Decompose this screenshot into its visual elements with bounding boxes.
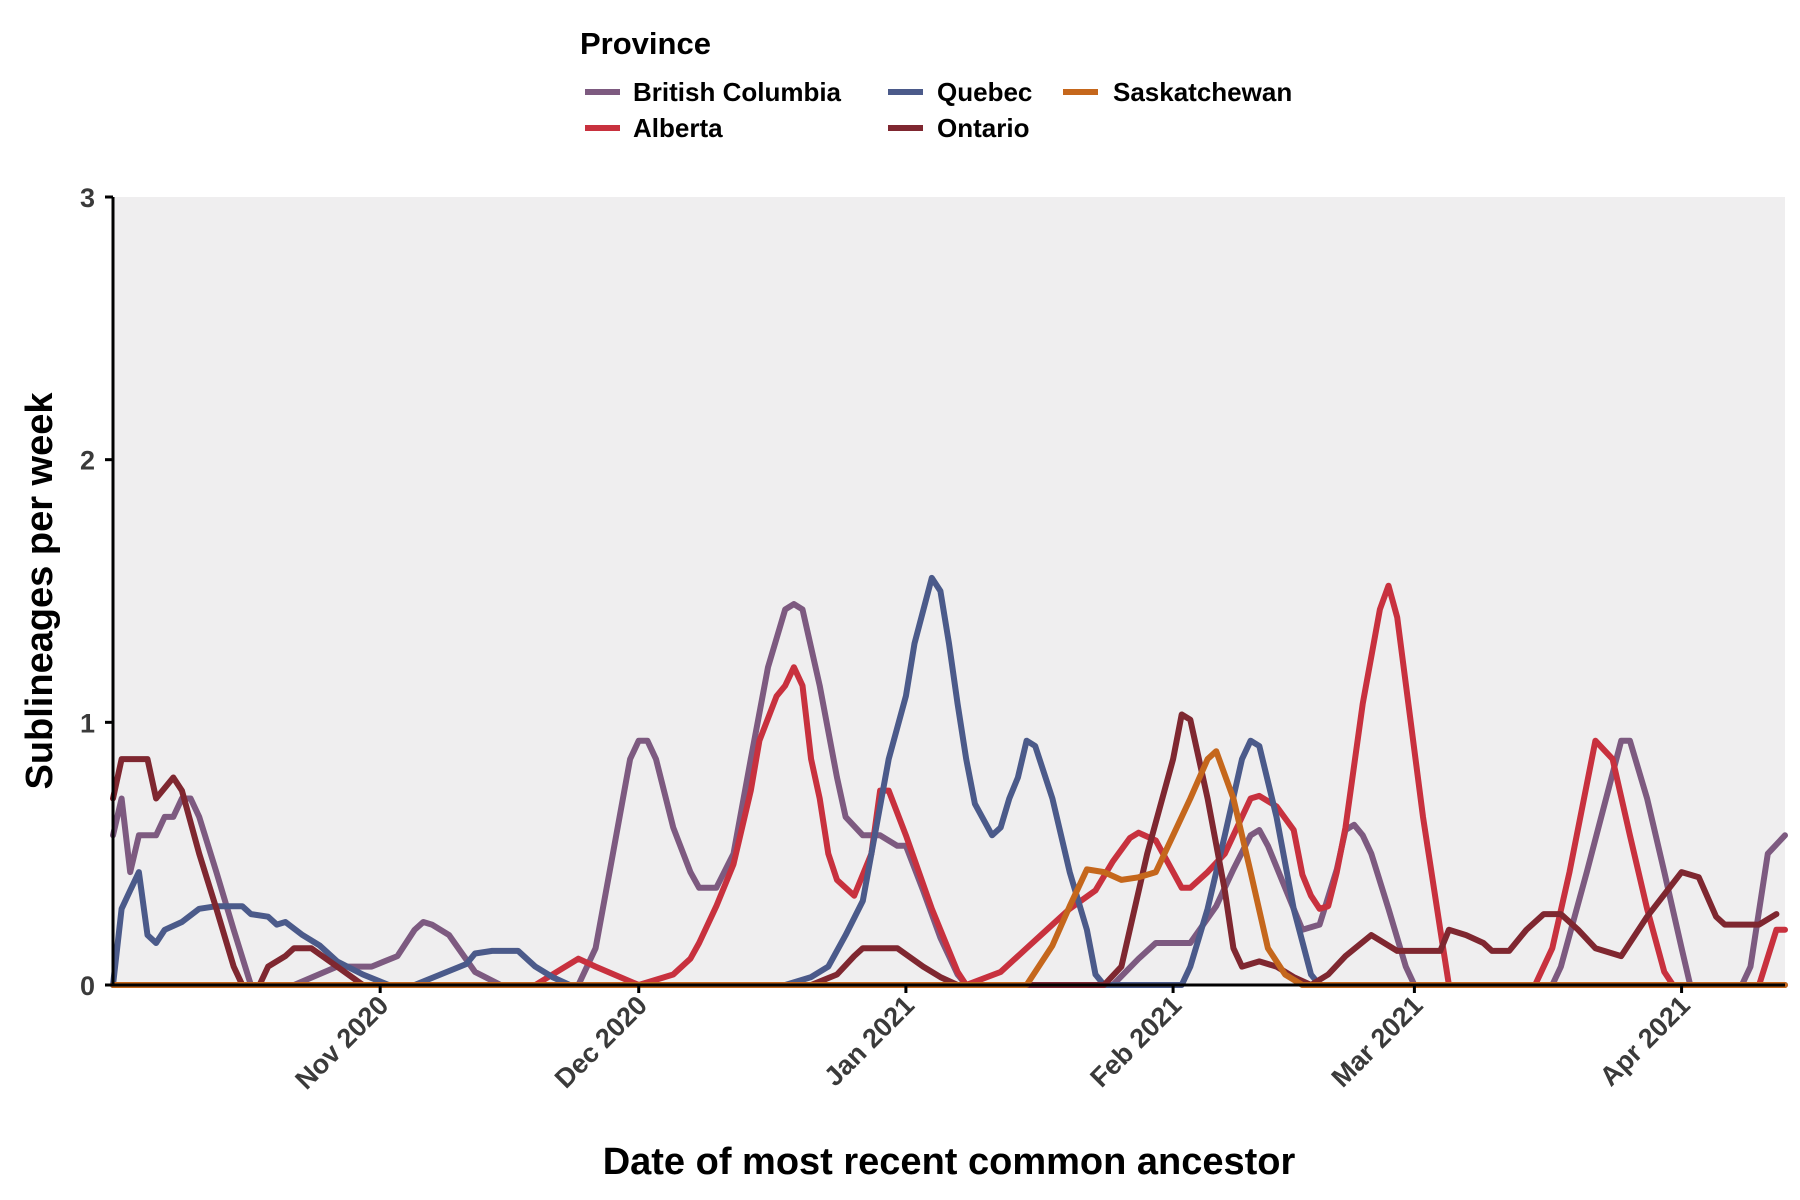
legend-label-british-columbia: British Columbia — [633, 77, 842, 107]
legend-title: Province — [580, 26, 711, 61]
x-tick-label: Dec 2020 — [549, 990, 653, 1094]
y-tick-label: 3 — [80, 183, 95, 213]
legend-item-quebec: Quebec — [888, 77, 1032, 107]
legend-item-saskatchewan: Saskatchewan — [1063, 77, 1292, 107]
legend-label-alberta: Alberta — [633, 113, 723, 143]
y-ticks: 0 1 2 3 — [80, 183, 113, 1001]
legend-item-ontario: Ontario — [888, 113, 1029, 143]
legend-label-ontario: Ontario — [937, 113, 1029, 143]
series-line-saskatchewan — [110, 748, 1788, 988]
legend-label-saskatchewan: Saskatchewan — [1113, 77, 1292, 107]
y-tick-label: 0 — [80, 971, 95, 1001]
y-axis-title: Sublineages per week — [19, 392, 61, 790]
x-tick-label: Nov 2020 — [289, 990, 394, 1095]
x-axis-title: Date of most recent common ancestor — [603, 1141, 1296, 1183]
x-tick-label: Mar 2021 — [1326, 990, 1429, 1093]
legend-item-alberta: Alberta — [585, 113, 723, 143]
plot-panel — [113, 197, 1785, 985]
legend-label-quebec: Quebec — [937, 77, 1032, 107]
legend-item-british-columbia: British Columbia — [585, 77, 842, 107]
series-layer — [110, 574, 1788, 988]
y-tick-label: 1 — [80, 708, 95, 738]
x-tick-label: Feb 2021 — [1084, 990, 1187, 1093]
y-tick-label: 2 — [80, 446, 95, 476]
x-tick-label: Apr 2021 — [1594, 990, 1696, 1092]
legend: Province British Columbia Alberta Quebec… — [580, 26, 1292, 143]
x-tick-label: Jan 2021 — [818, 990, 920, 1092]
series-line-british-columbia — [110, 601, 1788, 988]
x-ticks: Nov 2020 Dec 2020 Jan 2021 Feb 2021 Mar 2021… — [289, 985, 1696, 1095]
